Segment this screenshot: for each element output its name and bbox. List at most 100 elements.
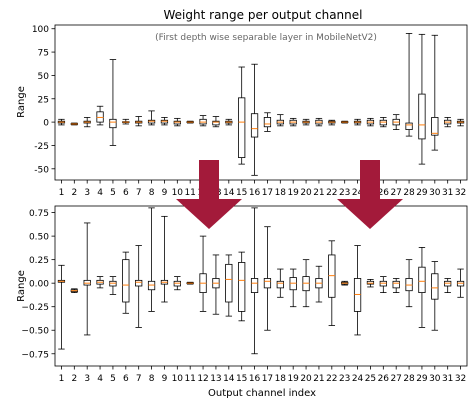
- down-arrow-right: [337, 160, 403, 229]
- box-channel-19: [289, 117, 297, 127]
- box-iqr: [122, 259, 130, 303]
- box-iqr: [238, 262, 246, 312]
- box-channel-30: [431, 261, 439, 331]
- x-tick-label: 12: [197, 374, 208, 384]
- x-tick-label: 23: [339, 188, 350, 198]
- box-iqr: [276, 280, 284, 289]
- x-tick-label: 18: [275, 188, 287, 198]
- x-tick-label: 30: [429, 188, 441, 198]
- x-tick-label: 22: [326, 188, 337, 198]
- y-tick-label: 0.50: [29, 233, 49, 243]
- box-channel-27: [392, 278, 400, 293]
- x-tick-label: 24: [352, 188, 364, 198]
- x-tick-label: 29: [416, 374, 428, 384]
- box-channel-31: [444, 278, 452, 293]
- down-arrow-left: [176, 160, 242, 229]
- box-channel-12: [199, 235, 207, 312]
- box-channel-8: [147, 110, 156, 126]
- x-tick-label: 28: [403, 188, 415, 198]
- box-iqr: [250, 278, 259, 293]
- chart-annotation: (First depth wise separable layer in Mob…: [155, 33, 377, 43]
- y-tick-label: -25: [34, 142, 49, 152]
- box-channel-24: [353, 118, 362, 126]
- x-tick-label: 20: [300, 188, 312, 198]
- box-channel-8: [147, 207, 156, 312]
- x-tick-label: 6: [123, 374, 129, 384]
- y-tick-label: 0.25: [29, 256, 49, 266]
- box-channel-14: [225, 118, 233, 126]
- x-tick-label: 7: [136, 188, 142, 198]
- y-tick-label: −0.75: [21, 350, 49, 360]
- x-tick-label: 16: [249, 188, 261, 198]
- box-channel-12: [199, 115, 207, 127]
- box-channel-3: [83, 222, 91, 336]
- box-channel-4: [96, 276, 104, 289]
- box-channel-25: [366, 117, 375, 127]
- box-channel-13: [212, 254, 220, 315]
- box-channel-16: [250, 207, 259, 355]
- box-iqr: [212, 120, 220, 126]
- x-tick-label: 21: [313, 188, 324, 198]
- box-channel-21: [315, 117, 323, 127]
- x-tick-label: 10: [172, 188, 184, 198]
- box-channel-22: [328, 240, 336, 326]
- x-tick-label: 3: [84, 188, 90, 198]
- x-tick-label: 8: [149, 374, 155, 384]
- x-axis-label: Output channel index: [208, 388, 316, 399]
- x-tick-label: 5: [110, 374, 116, 384]
- box-iqr: [250, 113, 259, 138]
- x-tick-label: 32: [455, 188, 466, 198]
- x-tick-label: 4: [97, 374, 103, 384]
- box-channel-15: [238, 66, 246, 165]
- x-tick-label: 19: [287, 188, 299, 198]
- plot-area-frame: [54, 205, 468, 367]
- box-iqr: [238, 97, 246, 158]
- box-channel-16: [250, 63, 259, 176]
- box-channel-28: [405, 33, 413, 137]
- box-channel-26: [379, 117, 387, 128]
- x-tick-label: 22: [326, 374, 337, 384]
- box-iqr: [135, 279, 143, 287]
- x-tick-label: 26: [378, 188, 390, 198]
- x-tick-label: 4: [97, 188, 103, 198]
- box-channel-18: [276, 268, 284, 298]
- box-iqr: [431, 273, 439, 300]
- box-channel-21: [315, 265, 323, 303]
- box-channel-17: [263, 226, 272, 331]
- box-channel-17: [263, 112, 272, 132]
- box-channel-13: [212, 116, 220, 128]
- box-channel-10: [173, 276, 181, 291]
- x-tick-label: 8: [149, 188, 155, 198]
- y-axis-label: Range: [16, 270, 27, 302]
- box-channel-5: [109, 276, 117, 295]
- box-channel-11: [186, 120, 194, 124]
- box-channel-29: [418, 33, 426, 165]
- box-channel-32: [456, 268, 465, 298]
- y-tick-label: 75: [38, 49, 49, 59]
- x-tick-label: 27: [390, 188, 401, 198]
- x-tick-label: 13: [210, 374, 221, 384]
- box-channel-30: [431, 34, 439, 151]
- box-channel-15: [238, 251, 246, 322]
- x-tick-label: 21: [313, 374, 324, 384]
- x-tick-label: 18: [275, 374, 287, 384]
- x-tick-label: 17: [262, 188, 273, 198]
- box-iqr: [225, 263, 233, 303]
- box-iqr: [418, 93, 426, 140]
- y-tick-label: −0.25: [21, 303, 49, 313]
- box-channel-6: [122, 118, 130, 125]
- box-channel-28: [405, 259, 413, 308]
- top-panel: -50-250255075100Range1234567891011121314…: [16, 24, 468, 198]
- box-iqr: [392, 280, 400, 289]
- x-tick-label: 26: [378, 374, 390, 384]
- box-channel-4: [96, 105, 104, 126]
- box-iqr: [405, 122, 413, 130]
- box-channel-5: [109, 59, 117, 146]
- x-tick-label: 31: [442, 374, 453, 384]
- x-tick-label: 11: [184, 188, 195, 198]
- x-tick-label: 9: [162, 188, 168, 198]
- x-tick-label: 11: [184, 374, 195, 384]
- box-channel-6: [122, 251, 130, 314]
- box-iqr: [263, 278, 272, 289]
